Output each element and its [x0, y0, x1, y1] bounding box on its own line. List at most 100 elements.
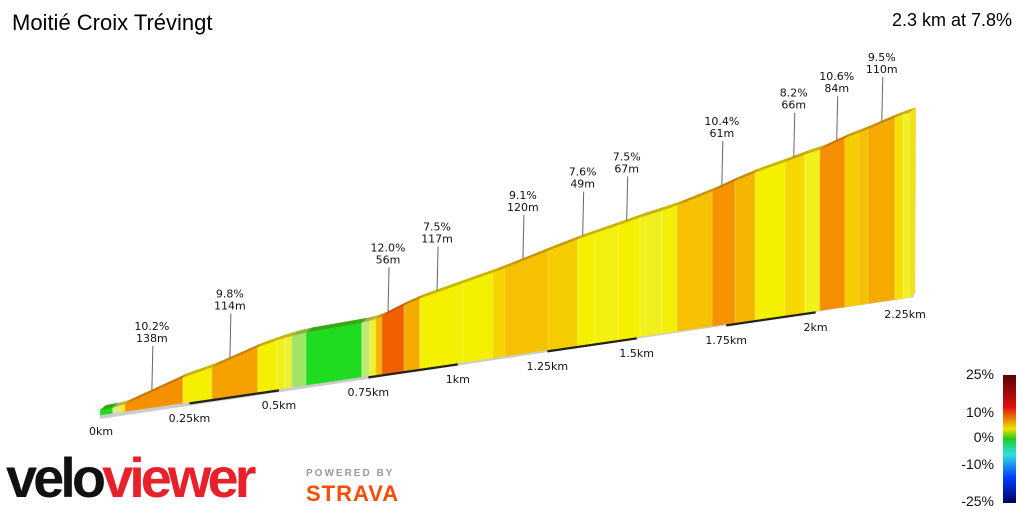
profile-top-shade [639, 205, 669, 218]
annotation-leader-line [881, 77, 884, 122]
profile-top-shade [462, 267, 499, 284]
annotation-grade: 9.5% [868, 51, 896, 64]
annotation-leader-line [229, 313, 232, 358]
profile-top-surface [639, 205, 669, 218]
profile-top-surface [844, 127, 865, 139]
annotation-leader-line [522, 214, 525, 259]
profile-top-shade [577, 228, 601, 240]
profile-top-shade [618, 212, 646, 226]
profile-top-surface [867, 112, 902, 130]
profile-segment [305, 322, 363, 386]
profile-segment [276, 337, 286, 390]
profile-segment [504, 250, 549, 357]
profile-top-shade [662, 200, 684, 211]
profile-top-surface [100, 402, 119, 410]
profile-top-shade [844, 127, 865, 139]
x-tick-label: 0.5km [262, 399, 297, 412]
annotation-grade: 7.5% [423, 220, 451, 233]
profile-segment [819, 137, 846, 311]
profile-top-surface [120, 399, 132, 406]
annotation-leader-line [836, 95, 839, 140]
profile-segment [661, 204, 678, 334]
profile-top-surface [785, 149, 811, 162]
profile-top-surface [211, 342, 264, 368]
x-tick-label: 0.75km [348, 386, 390, 399]
profile-segment [594, 225, 619, 344]
profile-segment [754, 161, 786, 321]
legend-label-minus10: -10% [961, 456, 994, 472]
profile-segment [284, 335, 293, 389]
distance-scale-bar [189, 388, 280, 405]
profile-top-shade [369, 313, 382, 321]
profile-top-shade [306, 317, 368, 333]
profile-segment [492, 267, 505, 359]
profile-top-shade [677, 186, 719, 206]
profile-top-surface [902, 107, 917, 115]
baseline-strip [100, 294, 915, 419]
profile-top-shade [858, 124, 874, 133]
profile-segment [361, 320, 371, 378]
profile-top-shade [381, 300, 411, 317]
profile-top-surface [257, 335, 283, 348]
profile-segment [369, 318, 377, 377]
profile-top-surface [819, 133, 851, 150]
legend-label-25: 25% [965, 366, 994, 382]
profile-top-shade [547, 234, 584, 251]
profile-top-surface [306, 317, 368, 333]
x-tick-label: 2.25km [884, 308, 926, 321]
profile-top-surface [284, 330, 298, 338]
profile-segment [375, 316, 383, 376]
x-tick-label: 0km [89, 425, 113, 438]
powered-by-strava-logo: POWERED BY STRAVA [306, 468, 400, 506]
annotation-grade: 12.0% [371, 241, 406, 254]
annotation-length: 84m [824, 82, 849, 95]
profile-segment [547, 239, 578, 351]
annotation-grade: 10.2% [134, 320, 169, 333]
profile-top-shade [594, 220, 625, 234]
profile-top-shade [120, 399, 132, 406]
annotation-length: 110m [866, 63, 898, 76]
annotation-grade: 8.2% [780, 87, 808, 100]
profile-top-shade [100, 402, 119, 410]
profile-top-shade [284, 330, 298, 338]
distance-scale-bar [368, 362, 459, 379]
profile-segment [867, 117, 896, 304]
profile-segment [784, 154, 806, 316]
x-tick-label: 1km [446, 373, 470, 386]
profile-top-surface [419, 278, 469, 299]
profile-top-shade [492, 263, 511, 273]
profile-top-surface [735, 167, 762, 181]
profile-top-surface [755, 156, 792, 173]
x-tick-label: 1.75km [705, 334, 747, 347]
profile-top-surface [276, 332, 291, 341]
annotation-length: 114m [214, 299, 246, 312]
profile-top-surface [618, 212, 646, 226]
profile-top-surface [462, 267, 499, 284]
profile-top-surface [125, 372, 190, 405]
annotation-leader-line [151, 345, 154, 390]
profile-segment [894, 114, 904, 300]
profile-top-surface [369, 313, 382, 321]
profile-top-surface [381, 300, 411, 317]
profile-top-shade [183, 362, 218, 378]
profile-top-surface [404, 293, 426, 306]
annotation-grade: 9.8% [216, 287, 244, 300]
annotation-leader-line [793, 112, 796, 157]
x-tick-label: 0.25km [169, 412, 211, 425]
profile-top-surface [677, 186, 719, 206]
veloviewer-logo: veloviewer [6, 446, 256, 509]
profile-top-shade [361, 315, 376, 323]
annotation-grade: 9.1% [509, 189, 537, 202]
profile-segment [182, 366, 213, 404]
profile-segment [676, 190, 713, 332]
annotation-leader-line [626, 176, 629, 221]
profile-segment [291, 332, 307, 388]
profile-top-shade [785, 149, 811, 162]
annotation-leader-line [387, 267, 390, 312]
legend-label-minus25: -25% [961, 493, 994, 509]
profile-segment [403, 298, 421, 372]
annotation-grade: 10.4% [704, 115, 739, 128]
x-tick-label: 1.25km [526, 360, 568, 373]
annotation-grade: 7.6% [569, 166, 597, 179]
